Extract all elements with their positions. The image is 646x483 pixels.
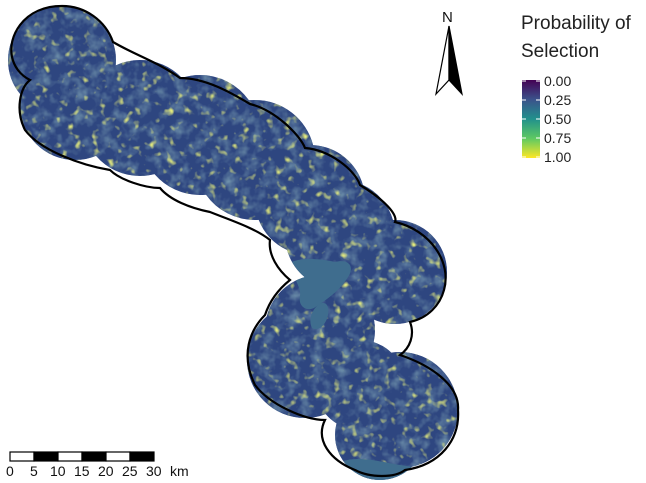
lake-inlet — [310, 302, 329, 330]
selection-probability-raster — [8, 6, 458, 480]
legend-title-line2: Selection — [521, 41, 600, 62]
legend-tick: 1.00 — [544, 149, 572, 165]
lake — [291, 259, 351, 310]
north-label: N — [442, 9, 453, 26]
scale-tick: 10 — [50, 463, 66, 479]
legend-title-line1: Probability of — [521, 13, 631, 34]
scale-tick: 15 — [74, 463, 90, 479]
north-arrow-icon — [435, 25, 463, 96]
scale-unit: km — [170, 463, 189, 479]
legend-tick: 0.75 — [544, 130, 572, 146]
legend-colorbar — [522, 80, 540, 158]
study-area-boundary — [10, 4, 460, 478]
scale-tick: 30 — [146, 463, 162, 479]
scale-tick: 25 — [122, 463, 138, 479]
legend-tick: 0.00 — [544, 73, 572, 89]
scale-bar — [9, 451, 155, 462]
scale-tick: 0 — [6, 463, 14, 479]
scale-tick: 20 — [98, 463, 114, 479]
scale-tick: 5 — [30, 463, 38, 479]
legend-tick: 0.50 — [544, 111, 572, 127]
legend-tick: 0.25 — [544, 92, 572, 108]
